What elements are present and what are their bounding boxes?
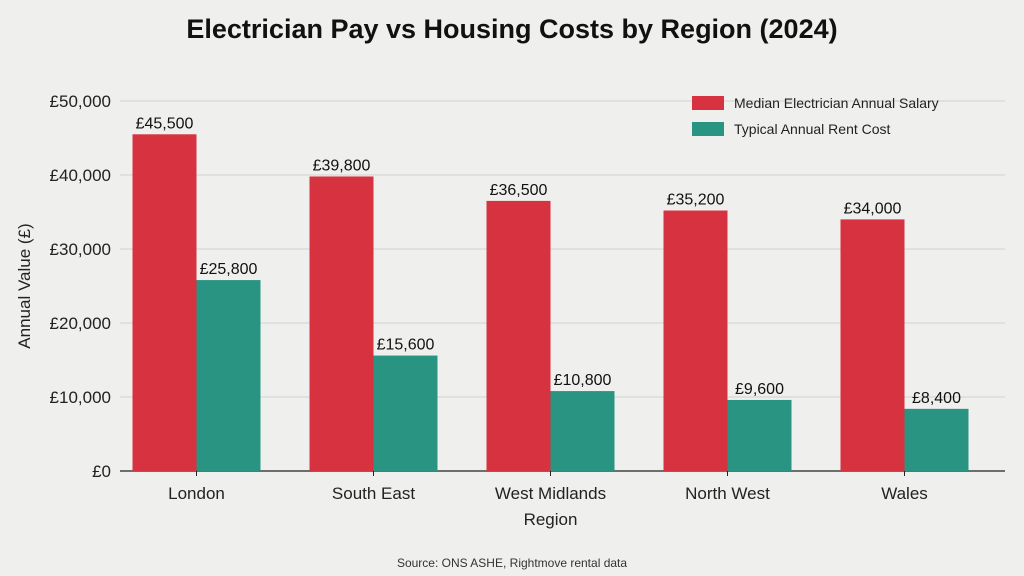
bar-rent [373, 355, 438, 471]
legend-label: Typical Annual Rent Cost [734, 121, 891, 137]
data-label: £34,000 [844, 200, 902, 217]
bar-salary [840, 219, 905, 471]
data-label: £36,500 [490, 182, 548, 199]
data-label: £10,800 [554, 372, 612, 389]
data-label: £39,800 [313, 157, 371, 174]
bar-rent [196, 280, 261, 471]
y-tick-label: £40,000 [50, 166, 111, 185]
data-label: £45,500 [136, 115, 194, 132]
data-label: £25,800 [200, 261, 258, 278]
x-tick-label: West Midlands [495, 484, 606, 503]
y-tick-label: £30,000 [50, 240, 111, 259]
bar-rent [550, 391, 615, 471]
chart-title: Electrician Pay vs Housing Costs by Regi… [186, 14, 838, 44]
bar-rent [904, 408, 969, 471]
bar-rent [727, 399, 792, 471]
y-axis-label: Annual Value (£) [15, 223, 34, 348]
legend-swatch [692, 122, 724, 136]
bar-salary [309, 176, 374, 472]
bar-salary [132, 134, 197, 472]
x-tick-label: North West [685, 484, 770, 503]
data-label: £9,600 [735, 381, 784, 398]
x-tick-label: South East [332, 484, 415, 503]
y-tick-label: £0 [92, 462, 111, 481]
source-note: Source: ONS ASHE, Rightmove rental data [396, 556, 628, 570]
bar-salary [486, 200, 551, 471]
y-tick-label: £50,000 [50, 92, 111, 111]
y-tick-label: £10,000 [50, 388, 111, 407]
x-axis-label: Region [524, 510, 578, 529]
legend-swatch [692, 96, 724, 110]
y-tick-label: £20,000 [50, 314, 111, 333]
data-label: £35,200 [667, 192, 725, 209]
x-tick-label: London [168, 484, 225, 503]
bar-salary [663, 210, 728, 471]
data-label: £8,400 [912, 390, 961, 407]
x-tick-label: Wales [881, 484, 928, 503]
data-label: £15,600 [377, 337, 435, 354]
legend-label: Median Electrician Annual Salary [734, 95, 939, 111]
